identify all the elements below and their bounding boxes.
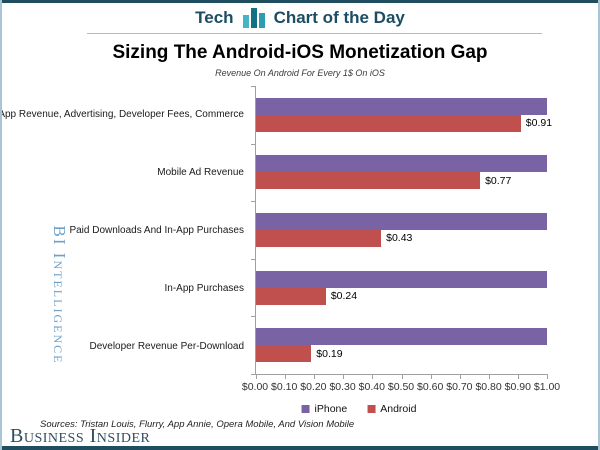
x-axis-tick bbox=[343, 374, 345, 379]
x-axis-tick bbox=[517, 374, 519, 379]
y-axis-tick bbox=[251, 258, 256, 260]
bar-android: $0.19 bbox=[256, 345, 343, 363]
bar-android: $0.24 bbox=[256, 287, 357, 305]
sources-note: Sources: Tristan Louis, Flurry, App Anni… bbox=[40, 419, 355, 430]
y-axis-tick bbox=[251, 86, 256, 87]
x-axis-tick bbox=[488, 374, 490, 379]
bar-group: $0.77 bbox=[256, 144, 547, 202]
y-axis-tick bbox=[251, 316, 256, 318]
bar-group: $0.24 bbox=[256, 259, 547, 317]
x-axis-label: $0.50 bbox=[387, 381, 415, 393]
bar-iphone bbox=[256, 212, 547, 230]
bar-chart-icon bbox=[242, 8, 265, 28]
x-axis-tick bbox=[285, 374, 287, 379]
x-axis-label: $0.30 bbox=[329, 381, 356, 393]
x-axis-tick bbox=[372, 374, 374, 379]
y-axis-tick bbox=[251, 143, 256, 145]
legend-swatch bbox=[301, 405, 310, 413]
x-axis-tick bbox=[256, 374, 257, 379]
legend-swatch bbox=[367, 405, 376, 413]
bar-value-label: $0.77 bbox=[485, 174, 512, 187]
bar-android: $0.77 bbox=[256, 172, 511, 190]
bar-value-label: $0.24 bbox=[330, 290, 358, 303]
x-axis-label: $1.00 bbox=[533, 381, 561, 393]
header-section-label: Tech bbox=[195, 8, 234, 27]
bar-iphone bbox=[256, 97, 547, 115]
bar-group: $0.91 bbox=[256, 86, 552, 144]
x-axis-tick bbox=[547, 374, 548, 379]
x-axis-label: $0.70 bbox=[446, 381, 473, 393]
x-axis-tick bbox=[459, 374, 461, 379]
bottom-divider bbox=[2, 446, 598, 450]
category-label: Mobile Ad Revenue bbox=[157, 167, 244, 179]
top-divider bbox=[2, 0, 598, 3]
bar-iphone bbox=[256, 328, 547, 346]
y-axis-tick bbox=[251, 201, 256, 203]
bar-group: $0.19 bbox=[256, 316, 547, 374]
chart-subtitle: Revenue On Android For Every 1$ On iOS bbox=[215, 68, 385, 78]
x-axis-tick bbox=[401, 374, 403, 379]
bar-iphone bbox=[256, 270, 547, 288]
category-label: In-App Purchases bbox=[164, 282, 245, 294]
legend-item-iphone: iPhone bbox=[301, 403, 348, 415]
x-axis-label: $0.10 bbox=[271, 381, 298, 393]
category-label: Developer Revenue Per-Download bbox=[89, 340, 244, 352]
x-axis-tick bbox=[314, 374, 316, 379]
x-axis-label: $0.00 bbox=[241, 381, 269, 393]
legend-label: iPhone bbox=[314, 403, 348, 415]
header-title: Chart of the Day bbox=[273, 8, 405, 27]
bar-value-label: $0.91 bbox=[525, 117, 553, 130]
legend: iPhone Android bbox=[301, 403, 416, 415]
x-axis-label: $0.60 bbox=[417, 381, 444, 393]
legend-item-android: Android bbox=[367, 403, 416, 415]
chart-title: Sizing The Android-iOS Monetization Gap bbox=[112, 42, 488, 63]
bar-group: $0.43 bbox=[256, 201, 547, 259]
bar-android: $0.91 bbox=[256, 114, 552, 132]
x-axis-label: $0.80 bbox=[475, 381, 502, 393]
category-label: App Revenue, Advertising, Developer Fees… bbox=[0, 109, 244, 121]
y-axis-tick bbox=[251, 374, 256, 375]
legend-label: Android bbox=[380, 403, 417, 415]
business-insider-logo: Business Insider bbox=[10, 425, 151, 447]
bar-value-label: $0.43 bbox=[386, 232, 413, 245]
plot-area: $0.91 $0.77 $0.43 $0.24 $0.19 bbox=[251, 86, 552, 379]
category-label: Paid Downloads And In-App Purchases bbox=[69, 224, 244, 236]
x-axis-label: $0.40 bbox=[358, 381, 385, 393]
bar-value-label: $0.19 bbox=[316, 347, 343, 360]
bar-iphone bbox=[256, 155, 547, 173]
header-divider bbox=[87, 33, 542, 34]
x-axis-tick bbox=[430, 374, 432, 379]
bar-android: $0.43 bbox=[256, 229, 412, 247]
value-axis-labels: $0.00 $0.10 $0.20 $0.30 $0.40 $0.50 $0.60 $0.70… bbox=[242, 381, 560, 395]
x-axis-label: $0.20 bbox=[300, 381, 327, 393]
x-axis-label: $0.90 bbox=[504, 381, 531, 393]
category-axis-labels: App Revenue, Advertising, Developer Fees… bbox=[0, 86, 250, 375]
header-banner: Tech Chart of the Day bbox=[2, 3, 598, 33]
